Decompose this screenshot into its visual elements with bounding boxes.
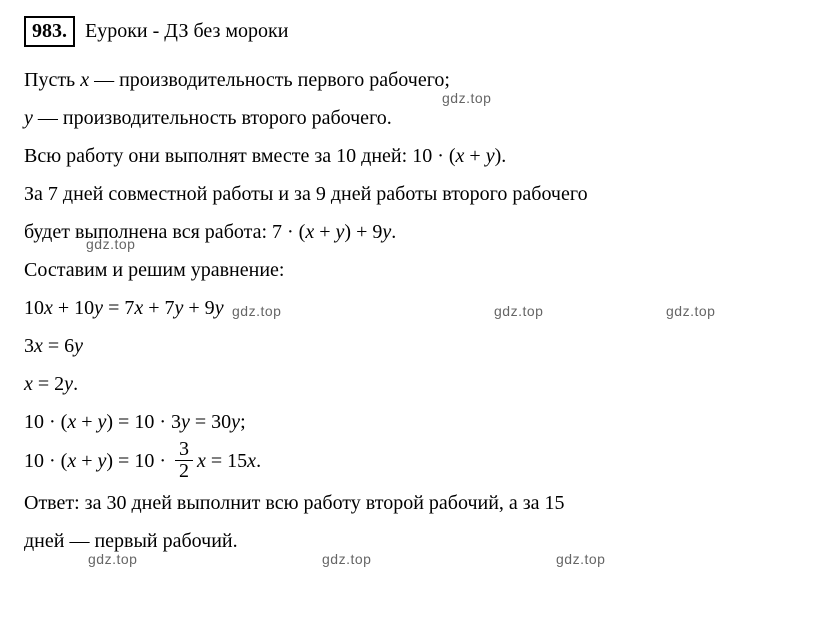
var-x: x — [247, 450, 256, 472]
text: 10 · ( — [24, 450, 67, 472]
text: + — [76, 450, 97, 472]
text: = 30 — [190, 411, 231, 433]
text-line-2: y — производительность второго рабочего. — [24, 99, 804, 137]
var-x: x — [197, 450, 206, 472]
var-y: y — [382, 221, 391, 243]
var-y: y — [74, 335, 83, 357]
var-x: x — [44, 297, 53, 319]
text-line-5: будет выполнена вся работа: 7 · (x + y) … — [24, 213, 804, 251]
var-y: y — [215, 297, 224, 319]
text: Пусть — [24, 69, 80, 91]
var-x: x — [67, 450, 76, 472]
text: = 6 — [43, 335, 74, 357]
text: ) = 10 · 3 — [106, 411, 181, 433]
var-y: y — [231, 411, 240, 433]
text: = 7 — [103, 297, 134, 319]
text: + 10 — [53, 297, 94, 319]
fraction-numerator: 3 — [175, 439, 193, 461]
header: 983. Еуроки - ДЗ без мороки — [24, 16, 804, 47]
text: . — [391, 221, 396, 243]
fraction: 32 — [175, 439, 193, 482]
text: + 9 — [183, 297, 214, 319]
var-y: y — [181, 411, 190, 433]
var-y: y — [486, 145, 495, 167]
equation-5: 10 · (x + y) = 10 · 32x = 15x. — [24, 441, 804, 484]
text: 10 · ( — [24, 411, 67, 433]
equation-4: 10 · (x + y) = 10 · 3y = 30y; — [24, 403, 804, 441]
text: + — [464, 145, 485, 167]
equation-1: 10x + 10y = 7x + 7y + 9y — [24, 289, 804, 327]
var-x: x — [134, 297, 143, 319]
text: + 7 — [143, 297, 174, 319]
text: ; — [240, 411, 246, 433]
text-line-1: Пусть x — производительность первого раб… — [24, 61, 804, 99]
text-line-4: За 7 дней совместной работы и за 9 дней … — [24, 175, 804, 213]
text: + — [314, 221, 335, 243]
answer-line-1: Ответ: за 30 дней выполнит всю работу вт… — [24, 484, 804, 522]
text: ) = 10 · — [106, 450, 171, 472]
text: Всю работу они выполнят вместе за 10 дне… — [24, 145, 456, 167]
text-line-3: Всю работу они выполнят вместе за 10 дне… — [24, 137, 804, 175]
text-line-6: Составим и решим уравнение: — [24, 251, 804, 289]
var-x: x — [80, 69, 89, 91]
text: ) + 9 — [344, 221, 382, 243]
var-x: x — [34, 335, 43, 357]
text: 10 — [24, 297, 44, 319]
text: = 15 — [206, 450, 247, 472]
text: — производительность первого рабочего; — [89, 69, 450, 91]
text: — производительность второго рабочего. — [33, 107, 392, 129]
text: ). — [495, 145, 507, 167]
var-x: x — [67, 411, 76, 433]
text: 3 — [24, 335, 34, 357]
var-y: y — [94, 297, 103, 319]
text: + — [76, 411, 97, 433]
equation-3: x = 2y. — [24, 365, 804, 403]
text: будет выполнена вся работа: 7 · ( — [24, 221, 305, 243]
header-title: Еуроки - ДЗ без мороки — [85, 20, 288, 42]
problem-number-box: 983. — [24, 16, 75, 47]
text: . — [73, 373, 78, 395]
text: . — [256, 450, 261, 472]
var-y: y — [64, 373, 73, 395]
text: = 2 — [33, 373, 64, 395]
var-y: y — [24, 107, 33, 129]
answer-line-2: дней — первый рабочий. — [24, 522, 804, 560]
var-x: x — [24, 373, 33, 395]
var-x: x — [305, 221, 314, 243]
fraction-denominator: 2 — [175, 461, 193, 482]
equation-2: 3x = 6y — [24, 327, 804, 365]
